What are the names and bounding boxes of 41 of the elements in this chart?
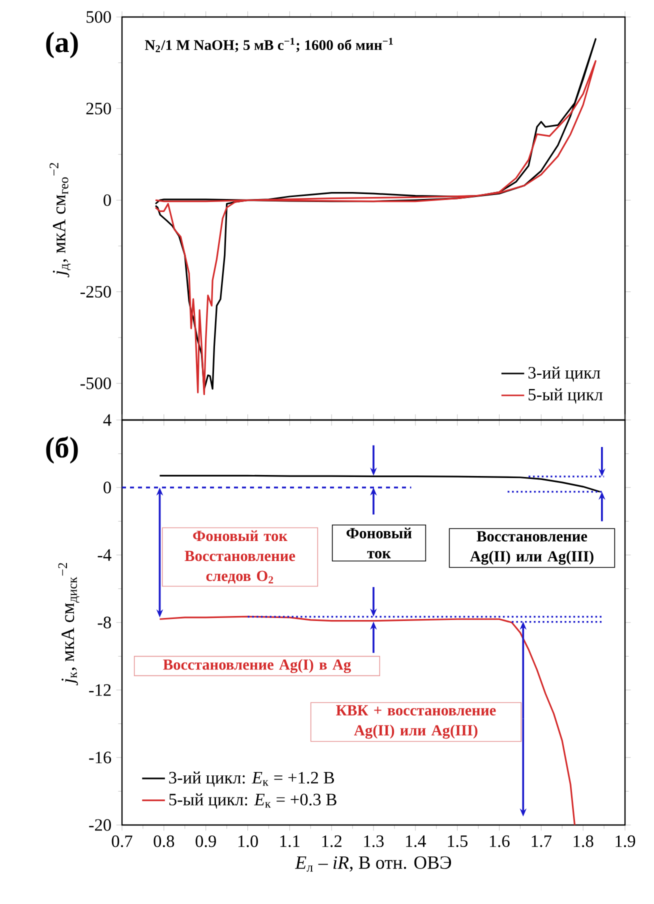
legend-label: 5-ый цикл: [528, 388, 603, 404]
y-tick-label: -20: [89, 819, 111, 831]
y-axis-title: j$_{д}$, мкА см$_{гео}$−2: [50, 163, 71, 278]
x-tick-label: 1.9: [616, 835, 636, 848]
y-axis-title: j$_{к}$, мкА см$_{диск}$−2: [58, 563, 80, 686]
annotation: Восстановление Ag(II) или Ag(III): [470, 531, 594, 565]
y-tick-label: 0: [104, 482, 111, 494]
legend-label: 5-ый цикл: E$_{к}$ = +0.3 В: [169, 793, 336, 809]
line-series: [158, 616, 576, 825]
y-tick-label: -16: [89, 752, 112, 764]
x-tick-label: 1.7: [532, 835, 552, 848]
y-tick-label: 500: [86, 11, 111, 23]
annotation: КВК + восстановление Ag(II) или Ag(III): [336, 705, 496, 739]
annotation: Восстановление Ag(I) в Ag: [163, 658, 351, 674]
legend-label: 3-ий цикл: E$_{к}$ = +1.2 В: [169, 772, 334, 787]
y-tick-label: 250: [86, 102, 111, 114]
y-tick-label: -8: [98, 616, 111, 628]
y-tick-label: -4: [98, 549, 112, 561]
x-tick-label: 1.5: [448, 835, 468, 848]
text: (a): [46, 32, 78, 58]
annotation: N$_{2}$/1 M NaOH; 5 мВ с$^{−1}$; 1600 об мин$^{−1}$: [144, 38, 393, 52]
x-axis-title: E$_{л}$ – iR, В отн. ОВЭ: [294, 856, 452, 872]
x-tick-label: 1.4: [406, 835, 426, 848]
annotation: Фоновый ток: [346, 528, 412, 558]
x-tick-label: 1.3: [364, 835, 384, 848]
y-tick-label: -250: [80, 286, 111, 298]
x-tick-label: 0.7: [112, 835, 132, 848]
x-tick-label: 1.2: [322, 835, 342, 848]
y-tick-label: -500: [80, 378, 111, 390]
y-tick-label: 0: [104, 194, 111, 206]
x-tick-label: 0.9: [196, 835, 216, 848]
legend-label: 3-ий цикл: [528, 366, 600, 382]
x-tick-label: 0.8: [154, 835, 174, 848]
annotation: Фоновый ток Восстановление следов O$_{2}$: [184, 530, 296, 584]
x-tick-label: 1.8: [574, 835, 594, 848]
x-tick-label: 1.6: [490, 835, 510, 848]
x-tick-label: 1.1: [280, 835, 300, 848]
text: (б): [46, 436, 78, 464]
x-tick-label: 1.0: [238, 835, 258, 848]
y-tick-label: -12: [89, 684, 111, 696]
y-tick-label: 4: [103, 414, 112, 426]
